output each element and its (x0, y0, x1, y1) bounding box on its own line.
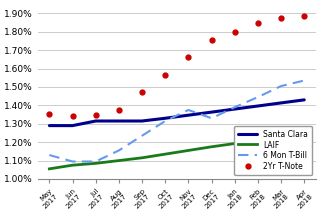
2Yr T-Note (279, 17, 283, 19)
Santa Clara (71, 124, 75, 127)
LAIF (94, 162, 98, 165)
Line: LAIF: LAIF (49, 134, 304, 169)
Santa Clara (140, 120, 144, 122)
Santa Clara (302, 99, 306, 101)
2Yr T-Note (117, 109, 121, 111)
2Yr T-Note (163, 74, 167, 76)
2Yr T-Note (210, 39, 213, 41)
2Yr T-Note (94, 114, 98, 117)
Santa Clara (163, 117, 167, 120)
6 Mon T-Bill (210, 117, 213, 120)
LAIF (302, 133, 306, 135)
Santa Clara (47, 124, 51, 127)
6 Mon T-Bill (94, 160, 98, 163)
2Yr T-Note (71, 115, 75, 118)
6 Mon T-Bill (302, 79, 306, 82)
Santa Clara (94, 120, 98, 122)
2Yr T-Note (140, 90, 144, 93)
LAIF (187, 149, 190, 152)
6 Mon T-Bill (117, 149, 121, 152)
2Yr T-Note (256, 22, 260, 25)
6 Mon T-Bill (47, 154, 51, 156)
6 Mon T-Bill (256, 96, 260, 98)
Line: 6 Mon T-Bill: 6 Mon T-Bill (49, 80, 304, 162)
2Yr T-Note (47, 112, 51, 115)
LAIF (210, 146, 213, 148)
6 Mon T-Bill (187, 109, 190, 111)
LAIF (71, 164, 75, 166)
LAIF (47, 168, 51, 170)
6 Mon T-Bill (71, 160, 75, 163)
6 Mon T-Bill (140, 134, 144, 137)
Legend: Santa Clara, LAIF, 6 Mon T-Bill, 2Yr T-Note: Santa Clara, LAIF, 6 Mon T-Bill, 2Yr T-N… (234, 126, 312, 175)
2Yr T-Note (233, 30, 237, 33)
Line: Santa Clara: Santa Clara (49, 100, 304, 126)
LAIF (140, 156, 144, 159)
2Yr T-Note (302, 15, 306, 17)
6 Mon T-Bill (233, 106, 237, 108)
6 Mon T-Bill (279, 85, 283, 87)
Line: 2Yr T-Note: 2Yr T-Note (47, 14, 307, 119)
LAIF (117, 159, 121, 162)
Santa Clara (117, 120, 121, 122)
2Yr T-Note (187, 55, 190, 58)
6 Mon T-Bill (163, 120, 167, 122)
LAIF (163, 153, 167, 155)
